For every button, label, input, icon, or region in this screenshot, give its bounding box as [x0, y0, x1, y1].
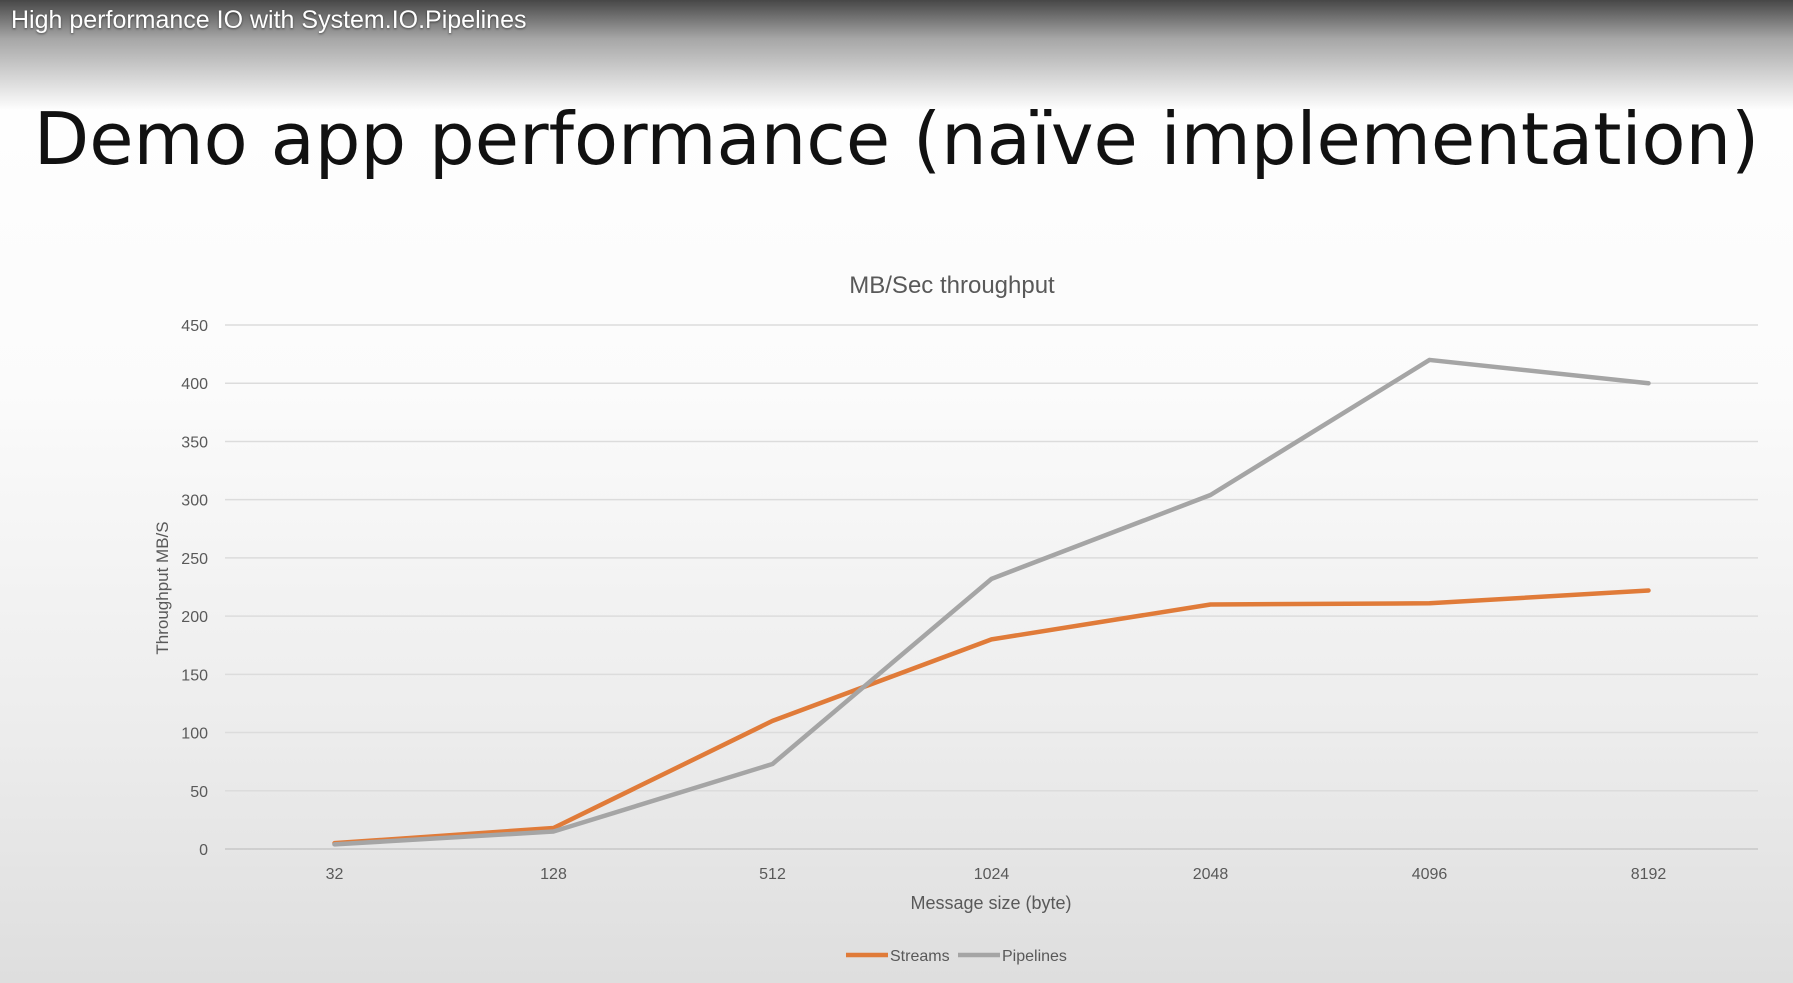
x-tick-label: 2048: [1193, 866, 1229, 883]
x-tick-label: 128: [540, 866, 567, 883]
y-tick-label: 100: [181, 726, 208, 743]
y-tick-label: 150: [181, 667, 208, 684]
chart-title: MB/Sec throughput: [849, 272, 1055, 299]
x-tick-label: 1024: [974, 866, 1010, 883]
series-line-streams: [332, 588, 1651, 846]
x-tick-label: 4096: [1412, 866, 1448, 883]
legend-label-pipelines: Pipelines: [1002, 948, 1067, 965]
slide-title: Demo app performance (naïve implementati…: [33, 97, 1760, 181]
legend-label-streams: Streams: [890, 948, 950, 965]
x-tick-labels: 32 128 512 1024 2048 4096 8192: [326, 866, 1667, 883]
y-tick-label: 0: [199, 842, 208, 859]
y-tick-label: 200: [181, 609, 208, 626]
y-tick-label: 350: [181, 434, 208, 451]
y-tick-label: 450: [181, 318, 208, 335]
video-title[interactable]: High performance IO with System.IO.Pipel…: [11, 6, 527, 34]
y-tick-label: 250: [181, 551, 208, 568]
y-tick-label: 50: [190, 784, 208, 801]
legend: Streams Pipelines: [846, 948, 1067, 965]
y-tick-labels: 0 50 100 150 200 250 300 350 400 450: [181, 318, 208, 859]
x-tick-label: 8192: [1631, 866, 1667, 883]
y-axis-label: Throughput MB/S: [153, 521, 172, 654]
y-tick-label: 300: [181, 493, 208, 510]
y-tick-label: 400: [181, 376, 208, 393]
x-tick-label: 32: [326, 866, 344, 883]
gridlines: [225, 324, 1758, 850]
x-tick-label: 512: [759, 866, 786, 883]
x-axis-label: Message size (byte): [910, 893, 1071, 913]
series-lines: [332, 357, 1651, 847]
